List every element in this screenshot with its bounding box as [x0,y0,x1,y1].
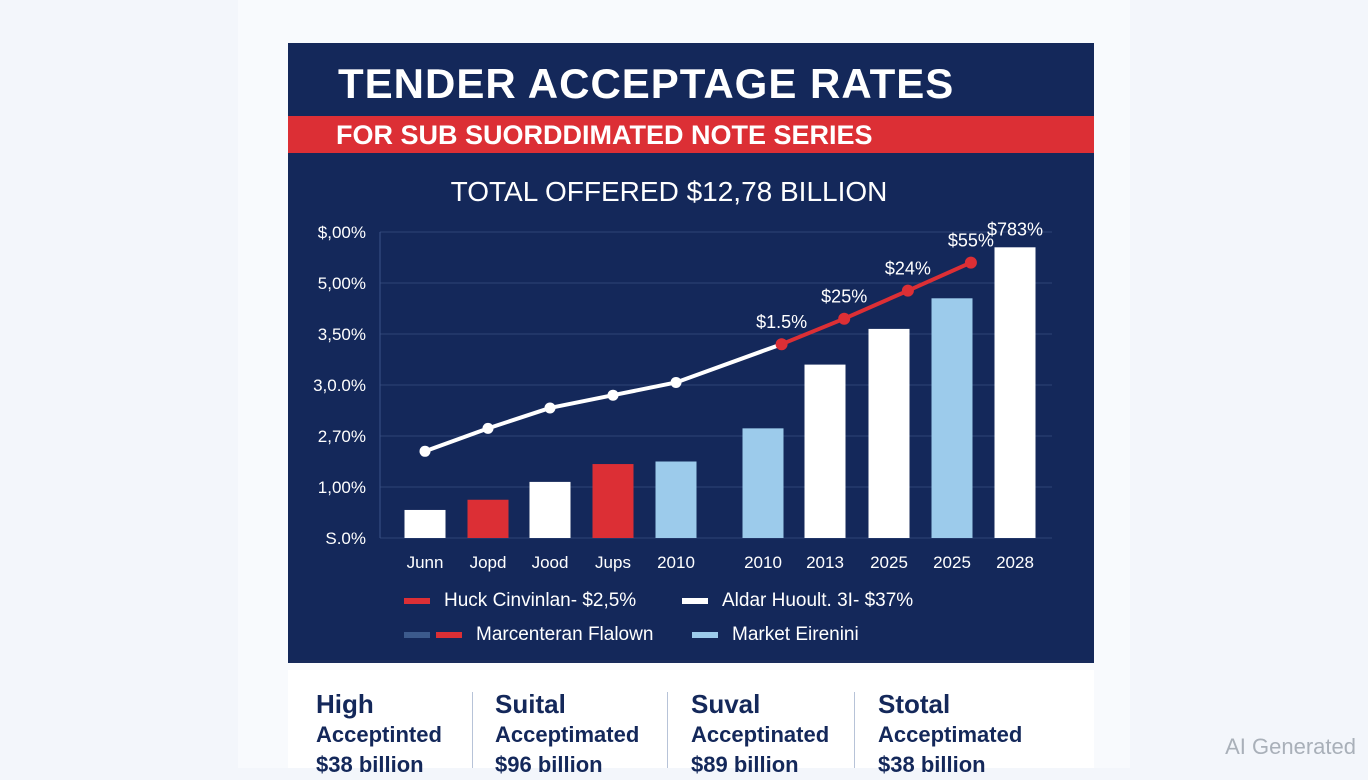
ai-generated-watermark: AI Generated [1225,734,1356,759]
series-line-red [780,260,972,347]
legend-label-1: Huck Cinvinlan- $2,5% [444,590,637,611]
y-tick-label: 2,70% [318,427,366,446]
data-point-white [670,376,682,388]
bar [931,298,973,538]
chart-title: TENDER ACCEPTAGE RATES [338,60,955,107]
stat-value: $89 billion [691,752,799,777]
stat-value: $96 billion [495,752,603,777]
bar [804,364,846,538]
data-point-white [419,445,431,457]
bar [655,461,697,538]
stats-strip [288,670,1094,768]
stat-heading: High [316,689,374,719]
legend-item-3: Marcenteran Flalown [404,624,653,646]
y-tick-label: S.0% [325,529,366,548]
legend-swatch-red [404,598,430,604]
subtitle-band [288,116,1094,153]
x-tick-label: 2010 [744,553,782,572]
legend-label-2: Aldar Huoult. 3I- $37% [722,590,914,611]
stat-divider [472,692,473,768]
y-tick-label: 3,50% [318,325,366,344]
data-point-red [775,338,788,351]
x-tick-label: 2025 [933,553,971,572]
legend-item-1: Huck Cinvinlan- $2,5% [404,590,636,612]
bar [592,464,634,538]
x-tick-label: 2010 [657,553,695,572]
y-tick-label: 1,00% [318,478,366,497]
stat-divider [667,692,668,768]
legend-label-4: Market Eirenini [732,624,859,645]
bar [467,499,509,538]
stat-subtitle: Acceptimated [878,722,1023,747]
legend-item-4: Market Eirenini [692,624,859,646]
legend-swatch-white [682,598,708,604]
stat-heading: Suital [495,689,566,719]
legend-item-2: Aldar Huoult. 3I- $37% [682,590,913,612]
legend-label-3: Marcenteran Flalown [476,624,654,645]
stat-card-high: High Acceptinted $38 billion [316,688,442,780]
y-tick-label: 5,00% [318,274,366,293]
data-point-white [544,402,556,414]
stat-subtitle: Acceptimated [495,722,640,747]
bar [404,509,446,538]
data-point-red [901,284,914,297]
x-tick-label: Junn [407,553,444,572]
bar [994,247,1036,539]
bar [868,328,910,538]
x-tick-label: Jups [595,553,631,572]
data-label: $25% [821,287,867,307]
stat-divider [854,692,855,768]
stat-subtitle: Acceptinated [691,722,830,747]
y-tick-label: $,00% [318,223,366,242]
x-tick-label: 2013 [806,553,844,572]
total-offered: TOTAL OFFERED $12,78 BILLION [0,176,1368,208]
stat-value: $38 billion [316,752,424,777]
total-offered-text: TOTAL OFFERED $12,78 BILLION [450,176,888,207]
x-tick-label: Jopd [470,553,507,572]
x-tick-label: Jood [532,553,569,572]
data-point-red [964,256,977,269]
stat-subtitle: Acceptinted [316,722,442,747]
data-point-white [482,422,494,434]
stat-card-stotal: Stotal Acceptimated $38 billion [878,688,1022,780]
x-tick-label: 2028 [996,553,1034,572]
data-point-white [607,389,619,401]
data-label: $55% [948,231,994,251]
stat-card-suital: Suital Acceptimated $96 billion [495,688,639,780]
stat-value: $38 billion [878,752,986,777]
data-label: $1.5% [756,312,807,332]
data-label: $783% [987,219,1043,239]
data-label: $24% [885,259,931,279]
legend-swatch-blue [692,632,718,638]
bar [742,428,784,538]
stat-heading: Suval [691,689,761,719]
x-tick-label: 2025 [870,553,908,572]
legend-swatch-dark [404,632,430,638]
legend-swatch-red-2 [436,632,462,638]
bar [529,481,571,538]
stat-heading: Stotal [878,689,951,719]
series-line-white [424,342,783,454]
y-tick-label: 3,0.0% [313,376,366,395]
stat-card-suval: Suval Acceptinated $89 billion [691,688,829,780]
chart-subtitle: FOR SUB SUORDDIMATED NOTE SERIES [336,120,873,150]
data-point-red [838,312,851,325]
